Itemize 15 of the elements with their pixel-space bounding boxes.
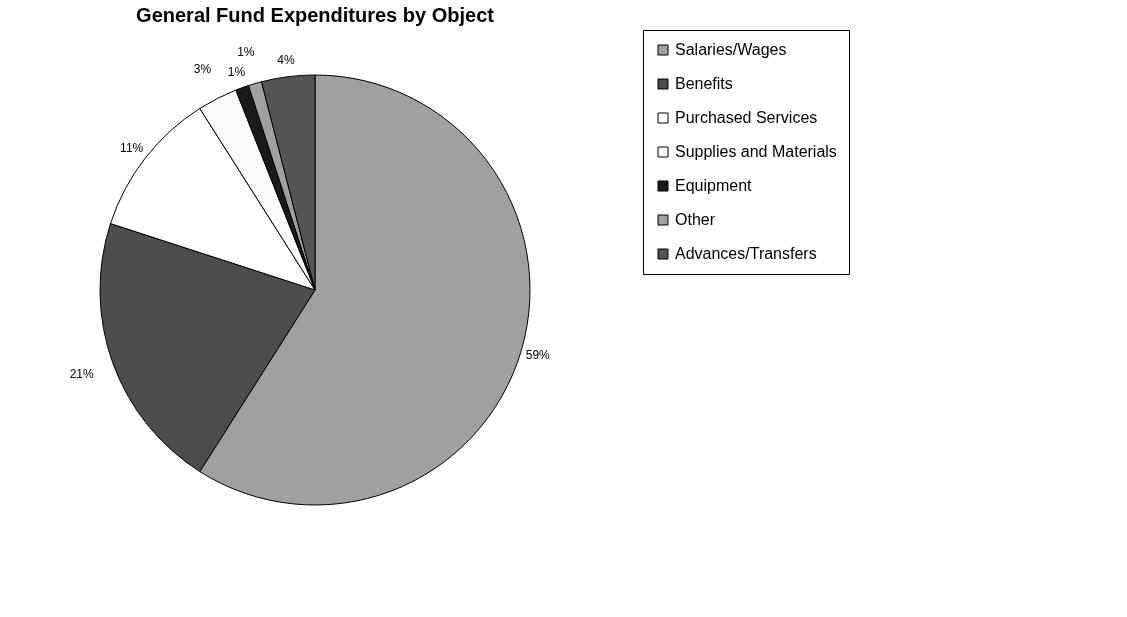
legend-label: Other <box>675 211 716 228</box>
data-label: 1% <box>227 64 246 79</box>
data-label: 11% <box>120 140 144 155</box>
data-label: 59% <box>525 347 551 362</box>
data-label: 3% <box>193 62 212 77</box>
legend-label: Salaries/Wages <box>675 41 787 58</box>
legend-label: Benefits <box>675 75 733 92</box>
legend-label: Purchased Services <box>675 109 818 126</box>
data-label: 4% <box>277 52 295 67</box>
legend-label: Advances/Transfers <box>675 245 817 262</box>
legend-label: Equipment <box>675 177 753 194</box>
chart-title: General Fund Expenditures by Object <box>136 3 495 26</box>
data-label: 21% <box>69 367 94 382</box>
data-label: 1% <box>237 44 255 59</box>
legend-label: Supplies and Materials <box>675 143 837 160</box>
